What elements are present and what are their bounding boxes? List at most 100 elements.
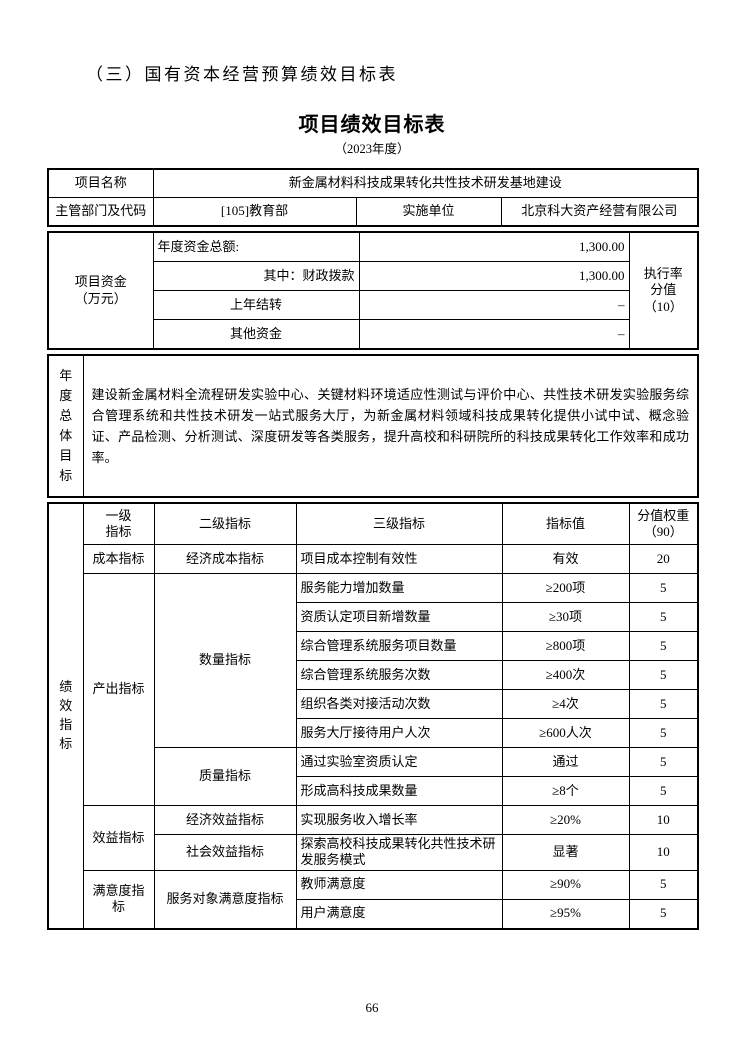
annual-goal-row: 年度总体目标 建设新金属材料全流程研发实验中心、关键材料环境适应性测试与评价中心… [47, 354, 699, 498]
funding-label-cell: 上年结转 [152, 290, 360, 320]
indicator-value-cell: ≥4次 [501, 689, 630, 719]
indicators-header-row: 绩效指标 一级 指标 二级指标 三级指标 指标值 分值权重 （90） [47, 502, 699, 929]
indicator-row: 用户满意度 ≥95% 5 [48, 898, 699, 929]
indicator-row: 成本指标 经济成本指标 项目成本控制有效性 有效 20 [48, 544, 699, 574]
execution-rate-score-cell: 执行率 分值 （10） [628, 231, 699, 350]
indicator-weight-cell: 5 [628, 573, 699, 603]
department-row: 主管部门及代码 [105]教育部 实施单位 北京科大资产经营有限公司 [47, 197, 699, 227]
funding-label-cell: 年度资金总额: [152, 231, 360, 262]
funding-value-cell: – [358, 319, 630, 350]
annual-goal-text-cell: 建设新金属材料全流程研发实验中心、关键材料环境适应性测试与评价中心、共性技术研发… [82, 354, 699, 498]
indicator-l3-cell: 综合管理系统服务次数 [295, 660, 503, 690]
indicator-value-cell: ≥90% [501, 869, 630, 900]
indicator-weight-cell: 5 [628, 660, 699, 690]
indicator-row: 资质认定项目新增数量 ≥30项 5 [48, 602, 699, 632]
header-value-cell: 指标值 [501, 502, 630, 545]
indicator-row: 服务大厅接待用户人次 ≥600人次 5 [48, 718, 699, 748]
indicators-side-label: 绩效指标 [59, 679, 73, 751]
indicator-row: 社会效益指标 探索高校科技成果转化共性技术研发服务模式 显著 10 [48, 834, 699, 871]
department-value-cell: [105]教育部 [152, 197, 357, 227]
funding-label-cell: 其中：财政拨款 [152, 261, 360, 291]
funding-value-cell: – [358, 290, 630, 320]
indicator-weight-cell: 5 [628, 776, 699, 806]
project-name-value-cell: 新金属材料科技成果转化共性技术研发基地建设 [152, 168, 699, 198]
page-subtitle: （2023年度） [334, 142, 410, 156]
funding-row: 其中：财政拨款 1,300.00 [48, 261, 698, 291]
indicator-l3-cell: 综合管理系统服务项目数量 [295, 631, 503, 661]
indicator-l2-cell: 质量指标 [153, 747, 297, 806]
section-heading: （三）国有资本经营预算绩效目标表 [86, 65, 398, 84]
indicator-weight-cell: 5 [628, 689, 699, 719]
indicator-row: 综合管理系统服务次数 ≥400次 5 [48, 660, 699, 690]
indicator-l3-cell: 项目成本控制有效性 [295, 544, 503, 574]
funding-table: 项目资金 （万元） 年度资金总额: 1,300.00 执行率 分值 （10） 其… [47, 231, 699, 350]
indicator-l3-cell: 探索高校科技成果转化共性技术研发服务模式 [295, 834, 503, 871]
tables-container: 项目名称 新金属材料科技成果转化共性技术研发基地建设 主管部门及代码 [105]… [47, 168, 699, 930]
indicator-row: 效益指标 经济效益指标 实现服务收入增长率 ≥20% 10 [48, 805, 699, 871]
indicator-l3-cell: 用户满意度 [295, 898, 503, 929]
indicator-value-cell: ≥400次 [501, 660, 630, 690]
header-weight-cell: 分值权重 （90） [628, 502, 699, 545]
indicator-value-cell: 通过 [501, 747, 630, 777]
project-info-table: 项目名称 新金属材料科技成果转化共性技术研发基地建设 主管部门及代码 [105]… [47, 168, 699, 227]
indicator-weight-cell: 10 [628, 834, 699, 871]
page-number: 66 [365, 1000, 379, 1015]
page-title: 项目绩效目标表 [298, 114, 446, 136]
indicator-l2-cell: 社会效益指标 [153, 834, 297, 871]
indicator-value-cell: ≥8个 [501, 776, 630, 806]
indicator-value-cell: ≥200项 [501, 573, 630, 603]
project-name-label-cell: 项目名称 [47, 168, 154, 198]
indicator-value-cell: ≥95% [501, 898, 630, 929]
indicator-weight-cell: 5 [628, 898, 699, 929]
annual-goal-label-cell: 年度总体目标 [47, 354, 84, 498]
unit-value-cell: 北京科大资产经营有限公司 [500, 197, 699, 227]
indicator-weight-cell: 5 [628, 718, 699, 748]
indicator-l1-cell: 成本指标 [82, 544, 155, 574]
header-level1-cell: 一级 指标 [82, 502, 155, 545]
indicator-weight-cell: 10 [628, 805, 699, 835]
funding-group-label-cell: 项目资金 （万元） [47, 231, 154, 350]
indicator-value-cell: ≥600人次 [501, 718, 630, 748]
indicator-row: 综合管理系统服务项目数量 ≥800项 5 [48, 631, 699, 661]
indicator-weight-cell: 5 [628, 631, 699, 661]
indicator-weight-cell: 20 [628, 544, 699, 574]
indicator-l3-cell: 服务能力增加数量 [295, 573, 503, 603]
department-label-cell: 主管部门及代码 [47, 197, 154, 227]
indicator-weight-cell: 5 [628, 869, 699, 900]
indicator-l1-cell: 效益指标 [82, 805, 155, 871]
unit-label-cell: 实施单位 [355, 197, 502, 227]
indicator-l3-cell: 资质认定项目新增数量 [295, 602, 503, 632]
indicator-weight-cell: 5 [628, 747, 699, 777]
indicator-row: 满意度指标 服务对象满意度指标 教师满意度 ≥90% 5 [48, 869, 699, 929]
indicator-value-cell: ≥800项 [501, 631, 630, 661]
header-level2-cell: 二级指标 [153, 502, 297, 545]
indicator-l1-cell: 满意度指标 [82, 869, 155, 929]
indicators-side-label-cell: 绩效指标 [47, 502, 84, 929]
annual-goal-table: 年度总体目标 建设新金属材料全流程研发实验中心、关键材料环境适应性测试与评价中心… [47, 354, 699, 498]
indicator-l3-cell: 实现服务收入增长率 [295, 805, 503, 835]
project-name-row: 项目名称 新金属材料科技成果转化共性技术研发基地建设 [47, 168, 699, 198]
annual-goal-label: 年度总体目标 [59, 367, 73, 484]
funding-row: 其他资金 – [48, 319, 698, 350]
indicator-value-cell: ≥30项 [501, 602, 630, 632]
indicator-l3-cell: 形成高科技成果数量 [295, 776, 503, 806]
funding-label-cell: 其他资金 [152, 319, 360, 350]
indicator-l2-cell: 经济成本指标 [153, 544, 297, 574]
funding-value-cell: 1,300.00 [358, 231, 630, 262]
funding-row: 上年结转 – [48, 290, 698, 320]
indicators-table: 绩效指标 一级 指标 二级指标 三级指标 指标值 分值权重 （90） 成本指标 … [47, 502, 699, 930]
indicator-value-cell: 显著 [501, 834, 630, 871]
indicator-row: 形成高科技成果数量 ≥8个 5 [48, 776, 699, 806]
funding-value-cell: 1,300.00 [358, 261, 630, 291]
indicator-l2-cell: 服务对象满意度指标 [153, 869, 297, 929]
indicator-l3-cell: 通过实验室资质认定 [295, 747, 503, 777]
indicator-l3-cell: 服务大厅接待用户人次 [295, 718, 503, 748]
indicator-weight-cell: 5 [628, 602, 699, 632]
funding-row: 项目资金 （万元） 年度资金总额: 1,300.00 执行率 分值 （10） [47, 231, 699, 350]
indicator-l3-cell: 教师满意度 [295, 869, 503, 900]
indicator-l2-cell: 经济效益指标 [153, 805, 297, 835]
indicator-l1-cell: 产出指标 [82, 573, 155, 806]
indicator-row: 产出指标 数量指标 服务能力增加数量 ≥200项 5 [48, 573, 699, 806]
indicator-value-cell: 有效 [501, 544, 630, 574]
